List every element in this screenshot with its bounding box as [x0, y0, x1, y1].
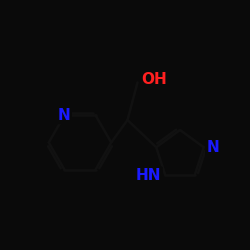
Text: N: N: [206, 140, 219, 155]
Text: N: N: [58, 108, 71, 123]
Text: HN: HN: [136, 168, 162, 183]
Text: OH: OH: [141, 72, 167, 87]
